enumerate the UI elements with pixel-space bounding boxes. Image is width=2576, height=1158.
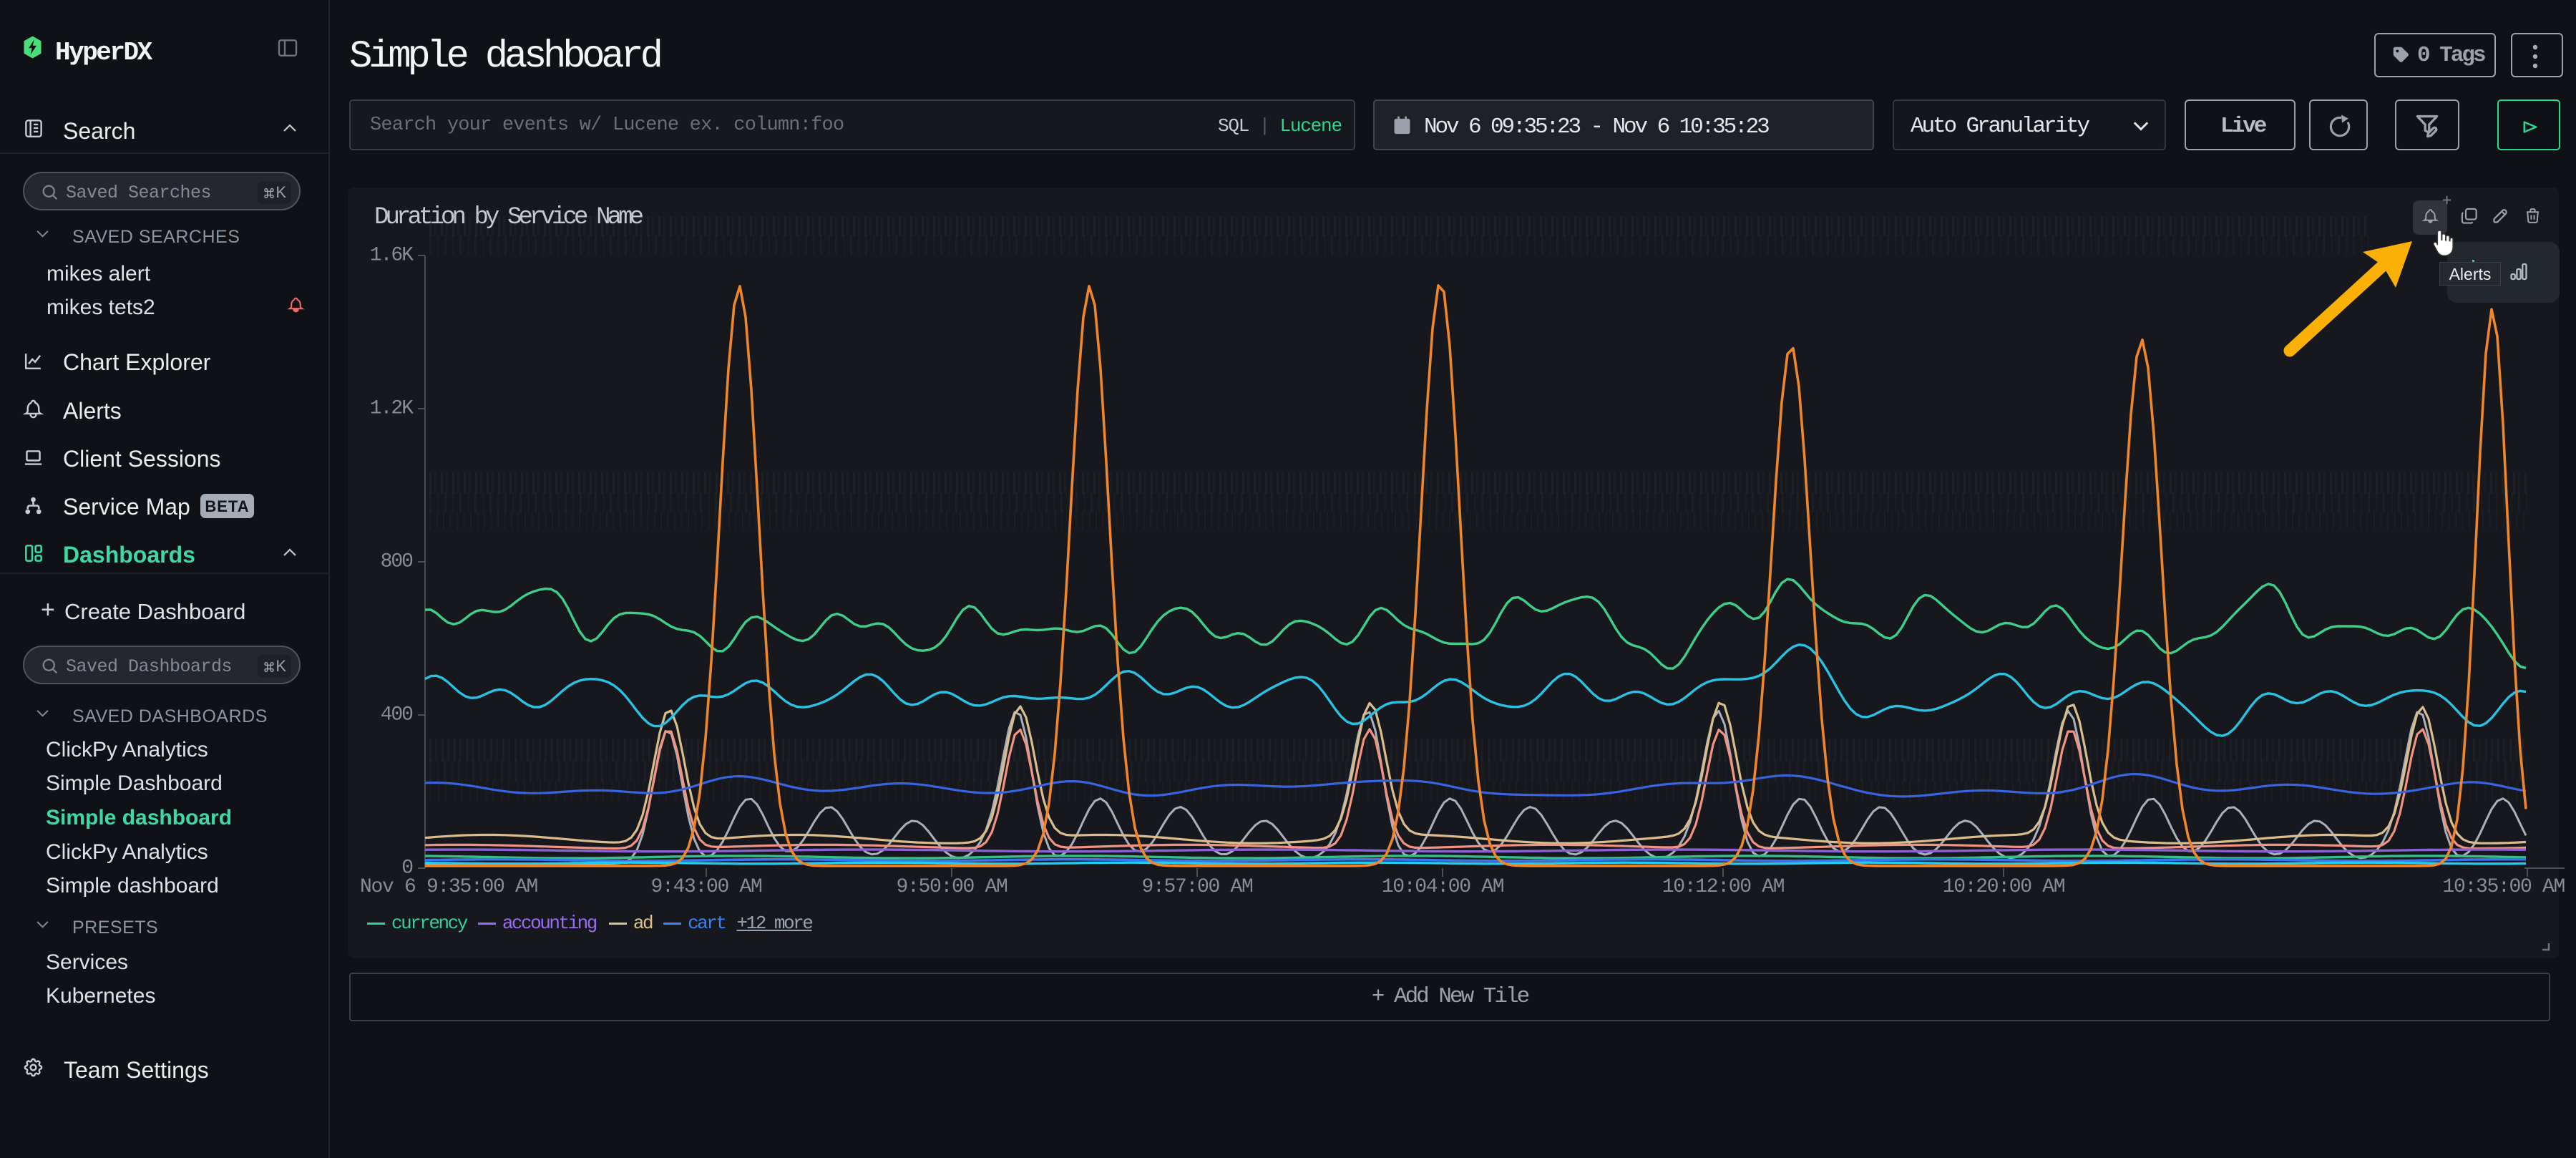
svg-text:9:50:00 AM: 9:50:00 AM: [896, 876, 1008, 898]
svg-text:10:04:00 AM: 10:04:00 AM: [1382, 876, 1504, 898]
svg-text:10:35:00 AM: 10:35:00 AM: [2442, 876, 2565, 898]
svg-text:1.2K: 1.2K: [370, 398, 414, 420]
svg-text:Nov 6 9:35:00 AM: Nov 6 9:35:00 AM: [360, 876, 538, 898]
svg-text:10:12:00 AM: 10:12:00 AM: [1662, 876, 1785, 898]
svg-text:800: 800: [381, 551, 414, 573]
svg-text:10:20:00 AM: 10:20:00 AM: [1943, 876, 2065, 898]
svg-text:9:43:00 AM: 9:43:00 AM: [650, 876, 762, 898]
svg-text:9:57:00 AM: 9:57:00 AM: [1141, 876, 1253, 898]
svg-text:1.6K: 1.6K: [370, 245, 414, 267]
svg-text:0: 0: [401, 857, 413, 880]
svg-text:400: 400: [381, 704, 414, 726]
